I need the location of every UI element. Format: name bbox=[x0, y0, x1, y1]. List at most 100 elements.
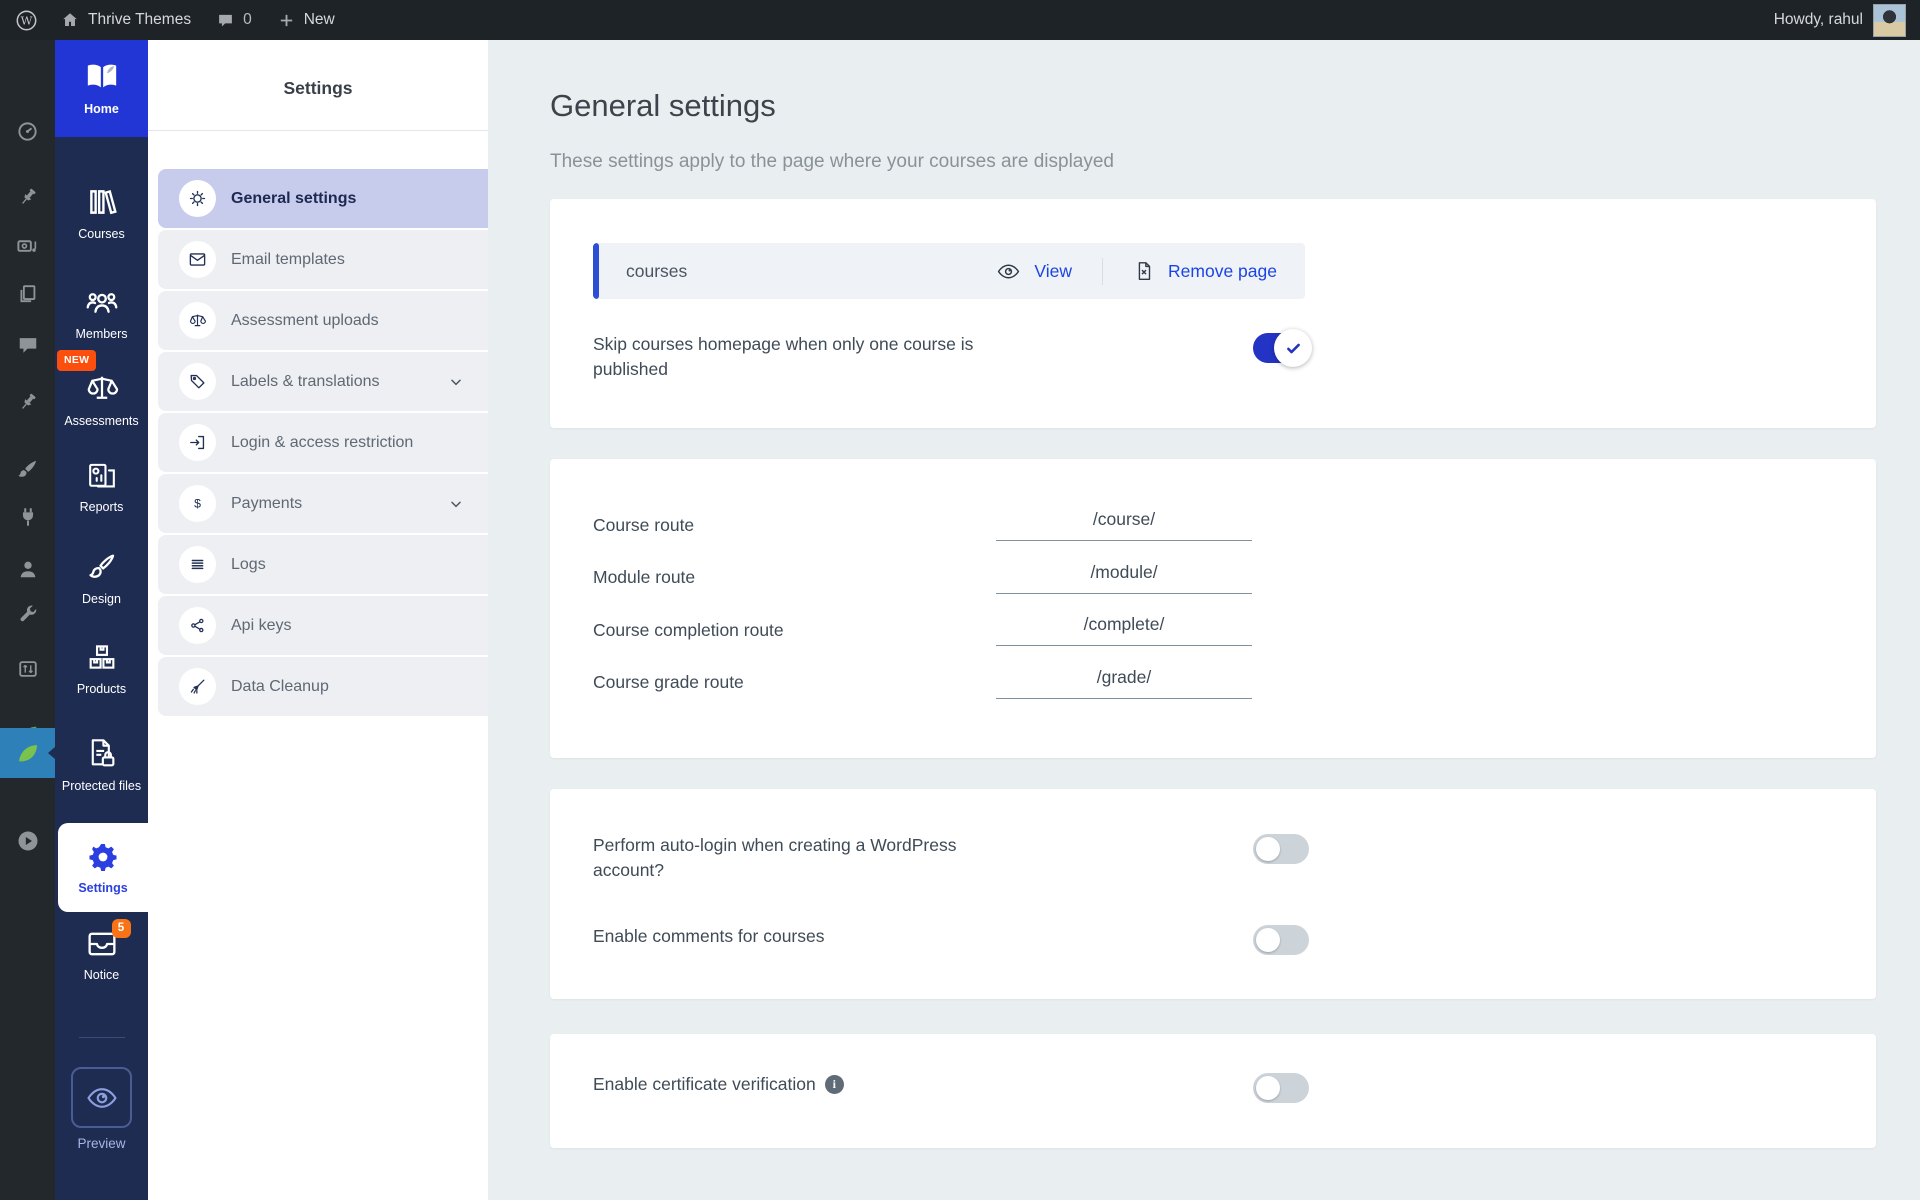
preview-button[interactable] bbox=[71, 1067, 132, 1128]
sidebar-item-products[interactable]: Products bbox=[55, 640, 148, 697]
gear-icon bbox=[86, 840, 120, 874]
certificate-label: Enable certificate verification bbox=[593, 1072, 816, 1097]
broom-icon bbox=[179, 668, 216, 705]
route-label: Course grade route bbox=[593, 670, 744, 695]
divider bbox=[148, 130, 488, 131]
certificate-toggle[interactable] bbox=[1253, 1073, 1309, 1103]
route-row: Course grade route bbox=[593, 657, 1252, 710]
menu-item-label: Labels & translations bbox=[231, 373, 380, 391]
toggle-knob bbox=[1256, 1076, 1280, 1100]
grade-route-input[interactable] bbox=[996, 667, 1252, 698]
auto-login-toggle[interactable] bbox=[1253, 834, 1309, 864]
menu-item-api-keys[interactable]: Api keys bbox=[158, 596, 488, 655]
comments-bubble-icon[interactable] bbox=[0, 334, 55, 356]
sidebar-item-home[interactable]: Home bbox=[55, 40, 148, 137]
settings-menu-list: General settings Email templates Assessm… bbox=[148, 169, 488, 716]
routes-card: Course route Module route Course complet… bbox=[550, 459, 1876, 758]
view-page-link[interactable]: View bbox=[1034, 261, 1072, 282]
wp-admin-menu-strip bbox=[0, 40, 55, 1200]
completion-route-input[interactable] bbox=[996, 614, 1252, 645]
wordpress-logo-icon[interactable]: W bbox=[0, 9, 48, 32]
svg-text:$: $ bbox=[194, 496, 201, 510]
gear-icon bbox=[179, 180, 216, 217]
sidebar-item-assessments[interactable]: NEW Assessments bbox=[55, 370, 148, 429]
new-badge: NEW bbox=[57, 350, 96, 371]
page-title: General settings bbox=[550, 88, 1920, 124]
skip-homepage-label: Skip courses homepage when only one cour… bbox=[593, 332, 1013, 382]
sidebar-item-settings[interactable]: Settings bbox=[58, 823, 148, 912]
courses-page-card: courses View Remove page S bbox=[550, 199, 1876, 428]
sidebar-item-design[interactable]: Design bbox=[55, 550, 148, 607]
eye-icon bbox=[996, 259, 1021, 284]
login-arrow-icon bbox=[179, 424, 216, 461]
play-circle-icon[interactable] bbox=[0, 829, 55, 853]
menu-item-label: Assessment uploads bbox=[231, 312, 379, 330]
menu-item-login-access[interactable]: Login & access restriction bbox=[158, 413, 488, 472]
route-row: Course completion route bbox=[593, 604, 1252, 657]
admin-bar-new[interactable]: New bbox=[265, 0, 348, 40]
sidebar-item-label: Reports bbox=[80, 500, 124, 515]
menu-item-labels-translations[interactable]: Labels & translations bbox=[158, 352, 488, 411]
boxes-icon bbox=[85, 640, 119, 674]
menu-item-label: Payments bbox=[231, 495, 302, 513]
plus-icon bbox=[278, 12, 295, 29]
menu-item-payments[interactable]: $ Payments bbox=[158, 474, 488, 533]
paintbrush-icon[interactable] bbox=[0, 458, 55, 481]
admin-bar-site-link[interactable]: Thrive Themes bbox=[48, 0, 204, 40]
sidebar-item-members[interactable]: Members bbox=[55, 287, 148, 342]
menu-item-assessment-uploads[interactable]: Assessment uploads bbox=[158, 291, 488, 350]
option-row: Enable comments for courses bbox=[593, 924, 1309, 955]
balance-scales-icon bbox=[179, 302, 216, 339]
dollar-icon: $ bbox=[179, 485, 216, 522]
toggle-knob bbox=[1274, 329, 1312, 367]
plug-icon[interactable] bbox=[0, 506, 55, 528]
toggle-knob bbox=[1256, 928, 1280, 952]
admin-bar-account[interactable]: Howdy, rahul bbox=[1774, 4, 1920, 37]
menu-item-general-settings[interactable]: General settings bbox=[158, 169, 488, 228]
library-books-icon bbox=[85, 185, 119, 219]
admin-bar-comments[interactable]: 0 bbox=[204, 0, 265, 40]
settings-menu-panel: Settings General settings Email template… bbox=[148, 40, 488, 1200]
toggle-knob bbox=[1256, 837, 1280, 861]
media-camera-icon[interactable] bbox=[0, 235, 55, 258]
menu-item-logs[interactable]: Logs bbox=[158, 535, 488, 594]
skip-homepage-toggle[interactable] bbox=[1253, 333, 1309, 363]
menu-item-label: Email templates bbox=[231, 251, 345, 269]
wrench-icon[interactable] bbox=[0, 603, 55, 625]
chevron-down-icon[interactable] bbox=[448, 374, 464, 390]
pushpin-icon[interactable] bbox=[0, 391, 55, 413]
eye-icon bbox=[85, 1081, 119, 1115]
sliders-icon[interactable] bbox=[0, 658, 55, 680]
menu-item-data-cleanup[interactable]: Data Cleanup bbox=[158, 657, 488, 716]
avatar bbox=[1873, 4, 1906, 37]
course-route-input[interactable] bbox=[996, 509, 1252, 540]
pushpin-icon[interactable] bbox=[0, 186, 55, 208]
sidebar-item-label: Members bbox=[75, 327, 127, 342]
sidebar-item-courses[interactable]: Courses bbox=[55, 185, 148, 242]
wp-admin-bar: W Thrive Themes 0 New Howdy, rahul bbox=[0, 0, 1920, 40]
active-leaf-item[interactable] bbox=[0, 728, 55, 778]
sidebar-item-notice[interactable]: 5 Notice bbox=[55, 928, 148, 983]
route-label: Module route bbox=[593, 565, 695, 590]
sidebar-item-reports[interactable]: Reports bbox=[55, 460, 148, 515]
dashboard-gauge-icon[interactable] bbox=[0, 120, 55, 143]
menu-item-label: Logs bbox=[231, 556, 266, 574]
sidebar-item-protected-files[interactable]: Protected files bbox=[55, 735, 148, 794]
options-card: Perform auto-login when creating a WordP… bbox=[550, 789, 1876, 999]
enable-comments-toggle[interactable] bbox=[1253, 925, 1309, 955]
people-group-icon bbox=[84, 287, 120, 319]
menu-item-email-templates[interactable]: Email templates bbox=[158, 230, 488, 289]
pages-icon[interactable] bbox=[0, 283, 55, 305]
howdy-text: Howdy, rahul bbox=[1774, 11, 1863, 29]
comment-icon bbox=[217, 12, 234, 29]
info-icon[interactable]: i bbox=[825, 1075, 844, 1094]
sidebar-item-label: Products bbox=[77, 682, 126, 697]
chevron-down-icon[interactable] bbox=[448, 496, 464, 512]
remove-page-link[interactable]: Remove page bbox=[1168, 261, 1277, 282]
module-route-input[interactable] bbox=[996, 562, 1252, 593]
new-label: New bbox=[304, 11, 335, 29]
user-icon[interactable] bbox=[0, 558, 55, 580]
check-icon bbox=[1284, 339, 1303, 358]
menu-item-label: Login & access restriction bbox=[231, 434, 413, 452]
tag-icon bbox=[179, 363, 216, 400]
